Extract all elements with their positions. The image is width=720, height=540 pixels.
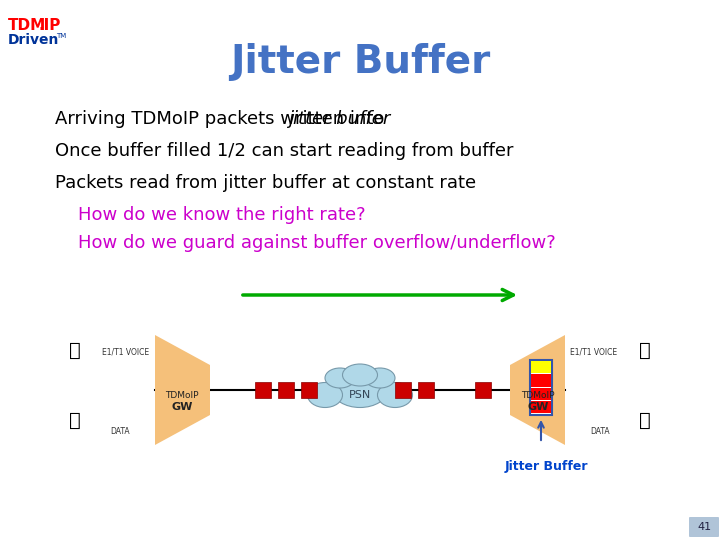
Bar — [531, 374, 551, 387]
Bar — [531, 401, 551, 413]
Text: Jitter Buffer: Jitter Buffer — [504, 460, 588, 473]
FancyBboxPatch shape — [689, 517, 719, 537]
Text: 📞: 📞 — [69, 341, 81, 360]
Polygon shape — [155, 335, 210, 445]
Ellipse shape — [343, 364, 377, 386]
Ellipse shape — [307, 382, 343, 408]
Bar — [418, 382, 434, 398]
Text: TDMoIP: TDMoIP — [166, 390, 199, 400]
Polygon shape — [510, 335, 565, 445]
Text: How do we know the right rate?: How do we know the right rate? — [55, 206, 366, 224]
Ellipse shape — [333, 373, 387, 408]
Text: 📞: 📞 — [639, 341, 651, 360]
Bar — [531, 361, 551, 373]
Bar — [531, 388, 551, 400]
Text: TDMoIP: TDMoIP — [521, 390, 554, 400]
Text: TDM: TDM — [8, 18, 46, 33]
Bar — [530, 360, 552, 415]
Ellipse shape — [377, 382, 413, 408]
Text: TM: TM — [56, 33, 66, 39]
Text: E1/T1 VOICE: E1/T1 VOICE — [102, 348, 150, 356]
Text: 🖥: 🖥 — [639, 410, 651, 429]
Text: E1/T1 VOICE: E1/T1 VOICE — [570, 348, 618, 356]
Text: Jitter Buffer: Jitter Buffer — [230, 43, 490, 81]
Text: 🖥: 🖥 — [69, 410, 81, 429]
Text: .IP: .IP — [38, 18, 60, 33]
Bar — [475, 382, 491, 398]
Bar — [255, 382, 271, 398]
Text: Once buffer filled 1/2 can start reading from buffer: Once buffer filled 1/2 can start reading… — [55, 142, 513, 160]
Bar — [301, 382, 317, 398]
Text: jitter buffer: jitter buffer — [288, 110, 390, 128]
Text: How do we guard against buffer overflow/underflow?: How do we guard against buffer overflow/… — [55, 234, 556, 252]
Bar — [395, 382, 411, 398]
Bar — [278, 382, 294, 398]
Text: GW: GW — [171, 402, 193, 412]
Ellipse shape — [325, 368, 355, 388]
Text: PSN: PSN — [349, 390, 371, 400]
Text: Driven: Driven — [8, 33, 59, 47]
Ellipse shape — [365, 368, 395, 388]
Text: DATA: DATA — [110, 428, 130, 436]
Text: Arriving TDMoIP packets written into: Arriving TDMoIP packets written into — [55, 110, 390, 128]
Text: DATA: DATA — [590, 428, 610, 436]
Text: 41: 41 — [697, 522, 711, 532]
Text: Packets read from jitter buffer at constant rate: Packets read from jitter buffer at const… — [55, 174, 476, 192]
Text: GW: GW — [527, 402, 549, 412]
